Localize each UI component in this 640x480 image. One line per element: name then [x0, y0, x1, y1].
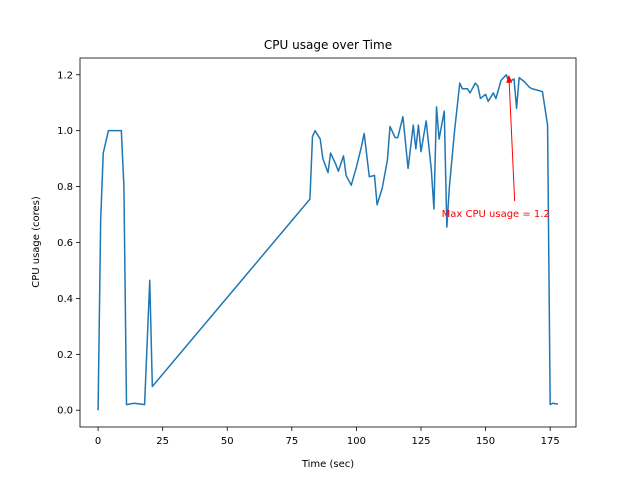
annotation-arrow-line: [508, 82, 516, 202]
cpu-usage-series-line: [97, 74, 559, 411]
x-tick-label: 50: [221, 436, 234, 447]
x-tick-label: 150: [476, 436, 495, 447]
chart-title: CPU usage over Time: [264, 38, 392, 52]
max-annotation: Max CPU usage = 1.2: [442, 74, 550, 220]
y-tick-label: 0.2: [57, 350, 73, 361]
x-tick-label: 100: [347, 436, 366, 447]
y-axis-ticks: 0.0 0.2 0.4 0.6 0.8 1.0 1.2: [57, 70, 80, 417]
x-tick-label: 25: [156, 436, 169, 447]
x-tick-label: 125: [411, 436, 430, 447]
y-tick-label: 0.4: [57, 294, 73, 305]
y-tick-label: 0.0: [57, 406, 73, 417]
x-tick-label: 0: [95, 436, 101, 447]
max-cpu-annotation-label: Max CPU usage = 1.2: [442, 209, 550, 220]
annotation-arrow-head: [506, 74, 513, 83]
x-axis-label: Time (sec): [301, 459, 354, 470]
y-tick-label: 1.2: [57, 70, 73, 81]
x-tick-label: 175: [541, 436, 560, 447]
x-tick-label: 75: [285, 436, 298, 447]
y-tick-label: 1.0: [57, 126, 73, 137]
y-axis-label: CPU usage (cores): [31, 196, 42, 288]
y-tick-label: 0.8: [57, 182, 73, 193]
x-axis-ticks: 0 25 50 75 100 125 150 175: [95, 427, 560, 447]
y-tick-label: 0.6: [57, 238, 73, 249]
